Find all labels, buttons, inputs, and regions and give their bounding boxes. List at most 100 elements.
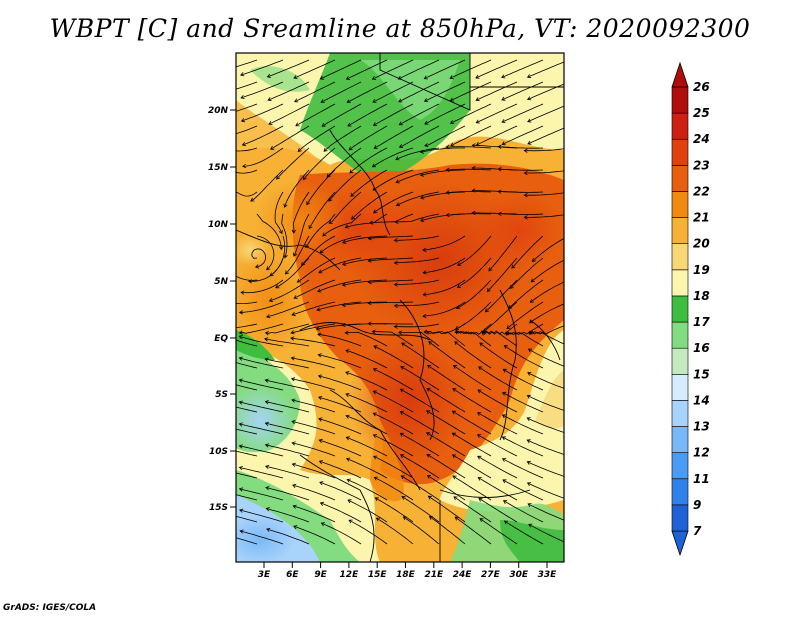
streamline-arrow — [284, 270, 290, 275]
streamline — [453, 496, 492, 523]
streamline — [306, 169, 336, 205]
streamline — [318, 257, 362, 274]
streamline-arrow — [528, 331, 534, 335]
streamline — [449, 59, 492, 79]
streamline-arrow — [293, 252, 298, 257]
streamline-arrow — [419, 149, 425, 154]
streamline — [502, 125, 544, 145]
streamline-arrow — [426, 432, 431, 437]
streamline — [403, 516, 440, 545]
streamline-arrow — [265, 486, 270, 491]
streamline-arrow — [502, 368, 507, 373]
streamline-arrow — [238, 487, 244, 492]
streamline-arrow — [422, 292, 427, 297]
streamline-arrow — [266, 73, 271, 78]
streamline-arrow — [283, 254, 288, 259]
streamline-arrow — [486, 288, 491, 293]
streamline — [342, 235, 388, 244]
streamline-arrow — [475, 119, 480, 124]
streamline — [281, 213, 288, 258]
streamline-arrow — [479, 518, 484, 522]
streamline — [345, 331, 388, 347]
streamline-arrow — [238, 356, 243, 361]
colorbar-segment — [671, 86, 689, 114]
streamline-arrow — [283, 203, 288, 208]
streamline — [308, 191, 336, 229]
streamline — [529, 303, 564, 324]
streamline — [348, 519, 388, 545]
streamline — [345, 213, 388, 228]
longitude-axis: 3E 6E 9E 12E 15E 18E 21E 24E 27E 30E 33E — [258, 562, 557, 580]
streamline-arrow — [320, 99, 325, 103]
streamline — [374, 476, 414, 501]
colorbar-label: 24 — [693, 132, 710, 146]
streamline — [457, 235, 492, 266]
streamline-arrow — [264, 378, 269, 383]
streamline — [487, 257, 518, 292]
streamline-arrow — [302, 176, 307, 181]
streamline — [452, 432, 492, 457]
streamline — [527, 417, 564, 433]
streamline-arrow — [266, 527, 271, 532]
streamline-arrow — [345, 457, 351, 462]
streamline — [240, 530, 284, 545]
streamline — [426, 432, 466, 457]
streamline — [504, 520, 544, 545]
streamline-arrow — [526, 439, 531, 444]
streamline — [502, 479, 544, 501]
streamline — [239, 488, 284, 501]
streamline — [400, 388, 440, 413]
streamline-arrow — [399, 432, 404, 437]
streamline-arrow — [345, 436, 350, 441]
colorbar-segment — [671, 478, 689, 506]
streamline — [347, 479, 388, 501]
streamline-arrow — [399, 388, 404, 393]
streamline — [452, 410, 492, 435]
streamline-arrow — [279, 246, 284, 251]
streamline — [284, 169, 310, 208]
streamline — [265, 358, 310, 369]
grads-credit: GrADS: IGES/COLA — [3, 603, 97, 613]
streamline-arrow — [319, 481, 324, 486]
streamline-arrow — [511, 264, 516, 269]
streamline-arrow — [398, 98, 403, 103]
streamline — [236, 339, 258, 347]
streamline — [450, 103, 492, 124]
streamline — [291, 323, 336, 334]
streamline-arrow — [399, 410, 404, 415]
streamline — [457, 257, 492, 288]
streamline-arrow — [526, 417, 531, 422]
streamline-arrow — [371, 163, 377, 168]
colorbar-segment — [671, 191, 689, 218]
streamline-arrow — [477, 455, 482, 460]
streamline-arrow — [527, 503, 532, 508]
streamline — [342, 279, 388, 286]
streamline — [319, 460, 362, 479]
streamline — [319, 439, 362, 457]
streamline-arrow — [342, 261, 347, 266]
streamline-arrow — [526, 96, 532, 101]
colorbar-label: 17 — [693, 315, 710, 329]
streamline — [369, 213, 414, 224]
streamline — [424, 125, 466, 147]
streamline-arrow — [450, 142, 455, 147]
streamline-arrow — [293, 525, 298, 530]
streamline-arrow — [292, 483, 297, 488]
streamline — [236, 450, 258, 457]
streamline — [275, 257, 310, 289]
streamline — [424, 59, 466, 80]
lat-tick-label: EQ — [214, 334, 228, 344]
streamline — [239, 323, 284, 334]
streamline — [502, 392, 544, 413]
streamline — [394, 301, 440, 307]
streamline-arrow — [341, 302, 346, 308]
streamline-arrow — [291, 398, 296, 403]
streamline — [368, 257, 414, 262]
streamline-arrow — [426, 475, 432, 479]
streamline — [400, 366, 440, 391]
streamline-arrow — [213, 299, 216, 303]
streamline — [301, 235, 336, 266]
streamline-arrow — [372, 412, 377, 417]
streamline — [376, 517, 414, 545]
streamline-arrow — [345, 371, 350, 376]
